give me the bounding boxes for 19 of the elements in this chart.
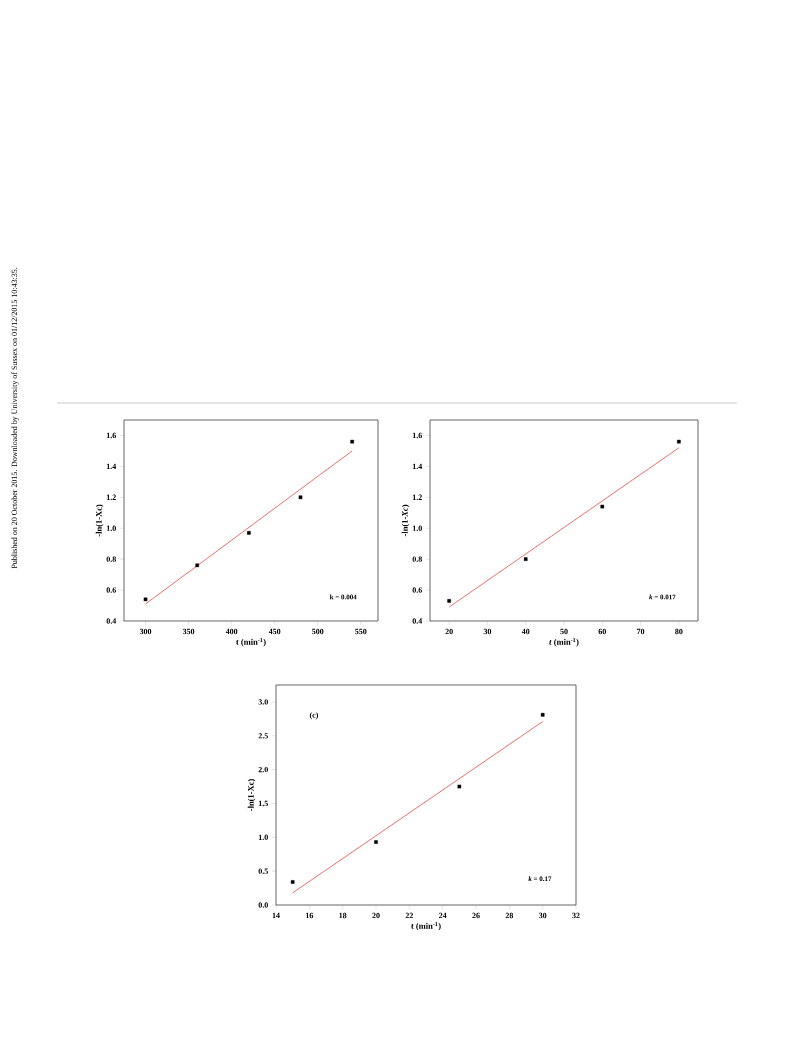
point (600, 504, 605, 509)
point (374, 840, 378, 844)
point (540, 712, 545, 717)
point (143, 597, 148, 602)
point (247, 531, 251, 535)
point (350, 439, 354, 444)
y-axis-title: -ln(1-Xc) (401, 504, 410, 537)
point (298, 495, 303, 500)
x-axis-title: t (min$^{-1}$) (236, 637, 266, 647)
point (677, 439, 681, 444)
point (290, 880, 295, 884)
point (523, 557, 528, 561)
x-axis-title: t (min$^{-1}$) (549, 637, 579, 647)
point (447, 599, 451, 603)
point (457, 784, 462, 789)
x-axis-title: t (min$^{-1}$) (411, 922, 441, 931)
y-axis-title: -ln(1-Xc) (95, 504, 104, 537)
point (195, 563, 199, 568)
y-axis-title: -ln(1-Xc) (247, 779, 256, 811)
